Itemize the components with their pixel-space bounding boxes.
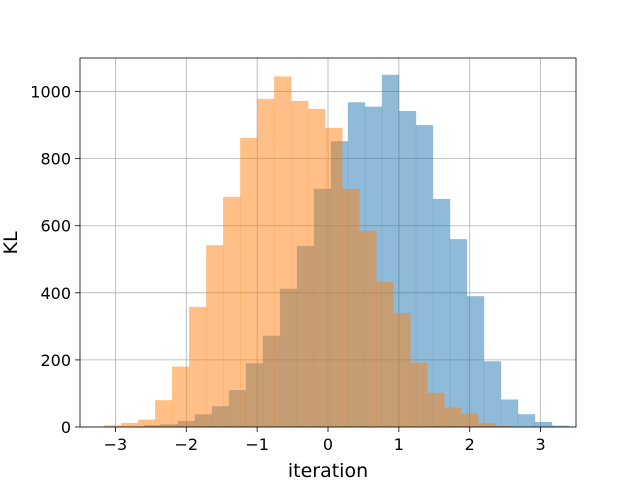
- y-tick-label: 600: [40, 217, 71, 236]
- x-tick-label: −3: [104, 435, 128, 454]
- histogram-bar: [500, 399, 519, 427]
- histogram-bar: [138, 419, 156, 427]
- histogram-bar: [415, 125, 434, 427]
- histogram-bar: [483, 361, 502, 427]
- x-tick-label: 1: [394, 435, 404, 454]
- histogram-bar: [534, 421, 553, 427]
- histogram-bar: [461, 413, 479, 427]
- histogram-bar: [517, 414, 536, 427]
- histogram-bar: [291, 100, 309, 428]
- y-tick-label: 0: [61, 418, 71, 437]
- histogram-bar: [189, 306, 207, 427]
- histogram-bar: [495, 425, 513, 427]
- histogram-bar: [551, 425, 570, 427]
- x-tick-label: −2: [174, 435, 198, 454]
- x-axis-label: iteration: [288, 460, 368, 480]
- histogram-bar: [155, 400, 173, 427]
- histogram-bar: [257, 98, 275, 428]
- histogram-bar: [104, 425, 122, 427]
- histogram-bar: [376, 282, 394, 427]
- histogram-bar: [223, 196, 241, 427]
- y-tick-label: 1000: [30, 83, 71, 102]
- histogram-bar: [172, 366, 190, 427]
- histogram-bar: [410, 362, 428, 427]
- histogram-bar: [444, 407, 462, 427]
- histogram-bar: [308, 108, 326, 428]
- y-axis-label: KL: [0, 231, 22, 254]
- x-tick-label: 3: [535, 435, 545, 454]
- histogram-bar: [427, 392, 445, 427]
- y-tick-label: 200: [40, 351, 71, 370]
- y-tick-label: 400: [40, 284, 71, 303]
- histogram-bar: [466, 296, 485, 427]
- histogram-bars: [104, 74, 570, 428]
- histogram-bar: [206, 245, 224, 427]
- histogram-bar: [342, 188, 360, 427]
- x-tick-label: −1: [245, 435, 269, 454]
- histogram-bar: [240, 137, 258, 427]
- histogram-bar: [274, 76, 292, 427]
- x-tick-label: 2: [465, 435, 475, 454]
- histogram-bar: [121, 422, 139, 427]
- histogram-bar: [393, 312, 411, 427]
- histogram-bar: [478, 422, 496, 427]
- y-tick-label: 800: [40, 150, 71, 169]
- histogram-bar: [359, 230, 377, 427]
- histogram-bar: [432, 198, 451, 427]
- histogram-bar: [449, 239, 468, 427]
- axis-ticks: −3 −2 −1 0 1 2 3 0 200 400 600 800 1000: [30, 83, 545, 454]
- series-1-bars: [104, 76, 513, 428]
- x-tick-label: 0: [323, 435, 333, 454]
- histogram-bar: [325, 127, 343, 428]
